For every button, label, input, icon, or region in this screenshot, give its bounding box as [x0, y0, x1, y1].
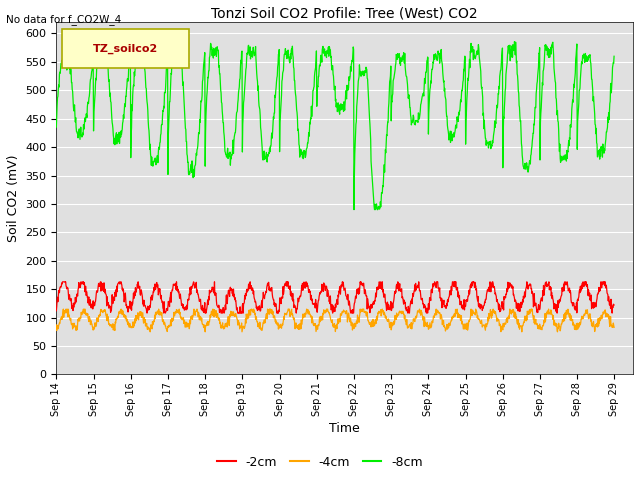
Text: TZ_soilco2: TZ_soilco2 — [93, 43, 158, 54]
X-axis label: Time: Time — [330, 421, 360, 435]
Legend: -2cm, -4cm, -8cm: -2cm, -4cm, -8cm — [212, 451, 428, 474]
Text: No data for f_CO2W_4: No data for f_CO2W_4 — [6, 14, 122, 25]
FancyBboxPatch shape — [62, 29, 189, 68]
Y-axis label: Soil CO2 (mV): Soil CO2 (mV) — [7, 155, 20, 242]
Title: Tonzi Soil CO2 Profile: Tree (West) CO2: Tonzi Soil CO2 Profile: Tree (West) CO2 — [211, 7, 478, 21]
